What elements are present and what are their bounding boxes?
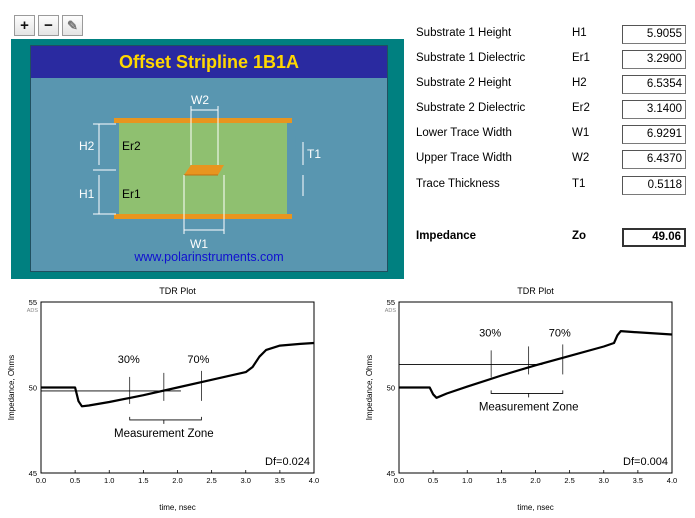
impedance-value[interactable]: 49.06 <box>622 228 686 247</box>
zoom-in-button[interactable]: + <box>14 15 35 36</box>
measurement-zone-label: Measurement Zone <box>114 428 214 440</box>
top-ground-plane <box>114 118 292 123</box>
param-symbol: W2 <box>572 152 590 164</box>
pen-icon[interactable]: ✎ <box>62 15 83 36</box>
x-tick-label: 3.0 <box>241 476 251 485</box>
param-symbol: W1 <box>572 127 590 139</box>
label-30-percent: 30% <box>479 327 501 339</box>
param-value-input[interactable]: 6.5354 <box>622 75 686 94</box>
x-axis-label: time, nsec <box>517 503 553 512</box>
y-tick-label: 50 <box>29 384 37 393</box>
diagram-toolbar: + − ✎ <box>14 15 83 36</box>
param-label: Substrate 2 Dielectric <box>416 102 526 114</box>
x-tick-label: 0.5 <box>428 476 438 485</box>
tdr-plot-left: TDR Plot ADS 0.0 0.5 1.0 1.5 2.0 2.5 3.0 3.5 4.0 45… <box>2 283 342 518</box>
x-tick-label: 1.5 <box>138 476 148 485</box>
plot-corner-label: ADS <box>385 308 397 314</box>
param-value-input[interactable]: 5.9055 <box>622 25 686 44</box>
x-tick-label: 1.0 <box>462 476 472 485</box>
label-h2: H2 <box>79 139 95 153</box>
y-axis-label: Impedance, Ohms <box>365 355 374 420</box>
zone-bracket <box>490 390 564 398</box>
y-tick-label: 55 <box>387 298 395 307</box>
tdr-plot-right: TDR Plot ADS 0.0 0.5 1.0 1.5 2.0 2.5 3.0 3.5 4.0 45… <box>360 283 695 518</box>
y-tick-label: 45 <box>29 469 37 478</box>
param-label: Lower Trace Width <box>416 127 512 139</box>
label-er2: Er2 <box>122 139 141 153</box>
impedance-label: Impedance <box>416 230 477 242</box>
param-symbol: H2 <box>572 77 587 89</box>
x-tick-label: 3.5 <box>275 476 285 485</box>
label-h1: H1 <box>79 187 95 201</box>
zone-bracket <box>129 416 202 424</box>
param-label: Trace Thickness <box>416 178 500 190</box>
param-label: Substrate 1 Dielectric <box>416 52 526 64</box>
x-tick-label: 4.0 <box>309 476 319 485</box>
x-tick-label: 2.0 <box>172 476 182 485</box>
y-axis-label: Impedance, Ohms <box>7 355 16 420</box>
label-30-percent: 30% <box>118 354 140 366</box>
label-er1: Er1 <box>122 187 141 201</box>
x-tick-label: 4.0 <box>667 476 677 485</box>
x-tick-label: 0.0 <box>394 476 404 485</box>
measurement-zone-label: Measurement Zone <box>479 401 579 413</box>
param-value-input[interactable]: 0.5118 <box>622 176 686 195</box>
zoom-out-button[interactable]: − <box>38 15 59 36</box>
label-w1: W1 <box>190 237 208 251</box>
x-tick-label: 0.5 <box>70 476 80 485</box>
structure-diagram: W2 W1 H2 H1 T1 Er2 Er1 Offset Stripline 1B1A w… <box>30 45 388 272</box>
param-symbol: H1 <box>572 27 587 39</box>
param-label: Substrate 1 Height <box>416 27 512 39</box>
param-label: Upper Trace Width <box>416 152 512 164</box>
website-link[interactable]: www.polarinstruments.com <box>134 250 284 264</box>
dielectric-left-break <box>110 119 119 217</box>
label-70-percent: 70% <box>549 327 571 339</box>
dielectric-right-break <box>287 119 296 217</box>
label-w2: W2 <box>191 93 209 107</box>
x-tick-label: 2.5 <box>564 476 574 485</box>
y-tick-label: 45 <box>387 469 395 478</box>
x-tick-label: 2.5 <box>206 476 216 485</box>
bottom-ground-plane <box>114 214 292 219</box>
df-label: Df=0.024 <box>265 456 310 468</box>
x-tick-label: 3.0 <box>599 476 609 485</box>
param-value-input[interactable]: 3.2900 <box>622 50 686 69</box>
x-tick-label: 3.5 <box>633 476 643 485</box>
y-tick-label: 50 <box>387 384 395 393</box>
diagram-title: Offset Stripline 1B1A <box>31 46 387 78</box>
x-tick-label: 2.0 <box>530 476 540 485</box>
x-axis-label: time, nsec <box>159 503 195 512</box>
param-symbol: Er1 <box>572 52 590 64</box>
structure-diagram-panel: W2 W1 H2 H1 T1 Er2 Er1 Offset Stripline 1B1A w… <box>11 39 404 279</box>
x-tick-label: 1.5 <box>496 476 506 485</box>
label-70-percent: 70% <box>187 354 209 366</box>
plot-corner-label: ADS <box>27 308 39 314</box>
plot-frame <box>398 301 673 474</box>
param-value-input[interactable]: 3.1400 <box>622 100 686 119</box>
param-value-input[interactable]: 6.9291 <box>622 125 686 144</box>
tdr-trace <box>41 341 315 408</box>
stripline-cross-section: W2 W1 H2 H1 T1 Er2 Er1 <box>79 93 321 251</box>
impedance-symbol: Zo <box>572 230 587 242</box>
x-tick-label: 0.0 <box>36 476 46 485</box>
y-tick-label: 55 <box>29 298 37 307</box>
tdr-trace <box>399 329 673 399</box>
signal-trace <box>184 165 224 175</box>
df-label: Df=0.004 <box>623 456 668 468</box>
x-tick-label: 1.0 <box>104 476 114 485</box>
param-symbol: Er2 <box>572 102 590 114</box>
param-value-input[interactable]: 6.4370 <box>622 150 686 169</box>
param-symbol: T1 <box>572 178 586 190</box>
label-t1: T1 <box>307 147 321 161</box>
plot-title: TDR Plot <box>159 286 196 296</box>
param-label: Substrate 2 Height <box>416 77 512 89</box>
plot-title: TDR Plot <box>517 286 554 296</box>
